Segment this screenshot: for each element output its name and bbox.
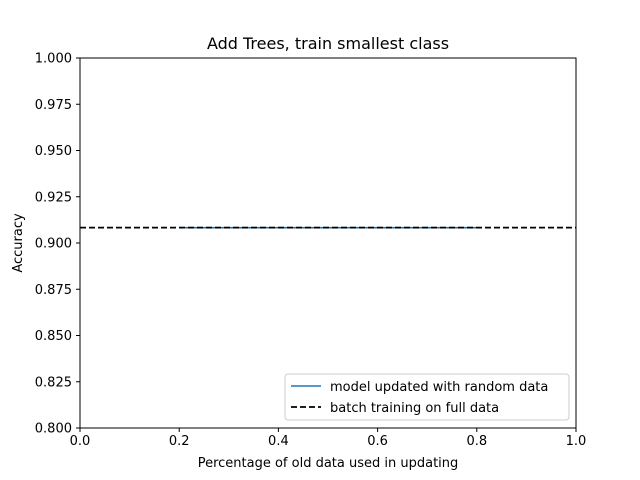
y-tick-label: 0.850 bbox=[35, 329, 72, 344]
legend: model updated with random data batch tra… bbox=[284, 373, 570, 421]
x-tick-label: 0.8 bbox=[466, 434, 487, 449]
x-tick-label: 1.0 bbox=[566, 434, 587, 449]
x-axis-ticks: 0.0 0.2 0.4 0.6 0.8 1.0 bbox=[70, 428, 587, 449]
legend-label-batch-training: batch training on full data bbox=[330, 401, 499, 416]
y-tick-label: 0.900 bbox=[35, 237, 72, 252]
x-tick-label: 0.2 bbox=[169, 434, 190, 449]
y-tick-label: 0.975 bbox=[35, 98, 72, 113]
y-tick-label: 0.825 bbox=[35, 375, 72, 390]
x-tick-label: 0.0 bbox=[70, 434, 91, 449]
y-tick-label: 0.950 bbox=[35, 144, 72, 159]
y-tick-label: 0.925 bbox=[35, 190, 72, 205]
y-tick-label: 0.875 bbox=[35, 283, 72, 298]
chart-title: Add Trees, train smallest class bbox=[207, 34, 449, 53]
x-tick-label: 0.4 bbox=[268, 434, 289, 449]
y-tick-label: 0.800 bbox=[35, 422, 72, 437]
y-axis-label: Accuracy bbox=[11, 213, 26, 273]
plot-background bbox=[80, 58, 576, 428]
y-axis-ticks: 0.800 0.825 0.850 0.875 0.900 0.925 0.950 0.975… bbox=[35, 52, 80, 437]
legend-box bbox=[284, 373, 570, 421]
x-tick-label: 0.6 bbox=[367, 434, 388, 449]
x-axis-label: Percentage of old data used in updating bbox=[198, 456, 459, 471]
legend-label-model-updated: model updated with random data bbox=[330, 380, 548, 395]
y-tick-label: 1.000 bbox=[35, 52, 72, 67]
plot-area bbox=[80, 58, 576, 428]
